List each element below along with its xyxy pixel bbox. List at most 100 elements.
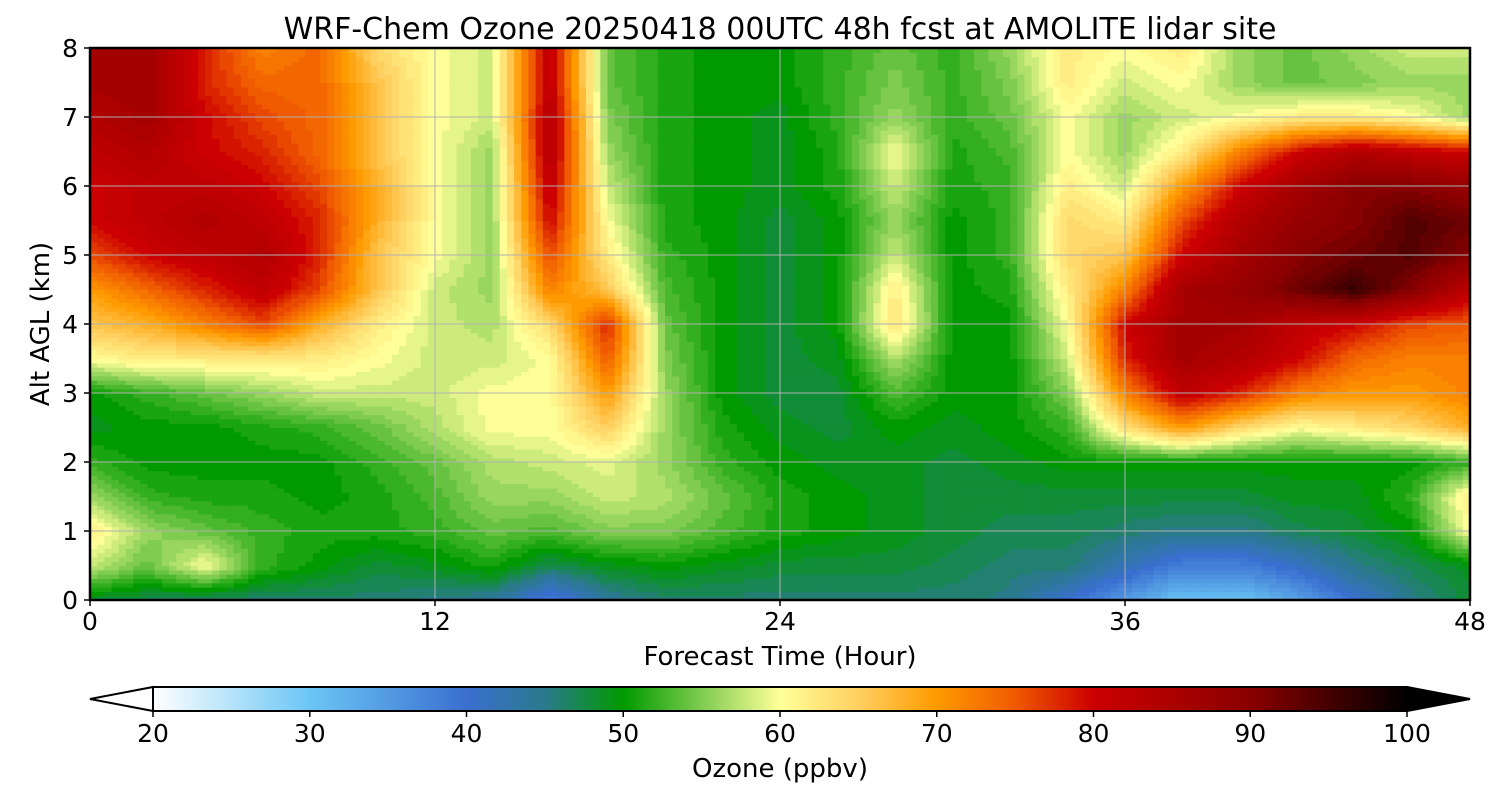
heatmap-cell	[866, 583, 874, 588]
heatmap-cell	[306, 553, 314, 558]
heatmap-cell	[205, 578, 213, 583]
heatmap-cell	[500, 535, 508, 540]
heatmap-cell	[363, 484, 371, 489]
heatmap-cell	[1377, 518, 1385, 523]
heatmap-cell	[615, 518, 623, 523]
heatmap-cell	[1032, 561, 1040, 566]
heatmap-cell	[1175, 591, 1183, 596]
heatmap-cell	[176, 471, 184, 476]
heatmap-cell	[1082, 501, 1090, 506]
heatmap-cell	[1118, 553, 1126, 558]
heatmap-cell	[1190, 544, 1198, 549]
heatmap-cell	[1355, 591, 1363, 596]
heatmap-cell	[126, 497, 134, 502]
heatmap-cell	[780, 518, 788, 523]
heatmap-cell	[1161, 587, 1169, 592]
heatmap-cell	[988, 514, 996, 519]
heatmap-cell	[636, 509, 644, 514]
heatmap-cell	[636, 497, 644, 502]
heatmap-cell	[1190, 566, 1198, 571]
heatmap-cell	[169, 514, 177, 519]
heatmap-cell	[744, 505, 752, 510]
heatmap-cell	[1154, 518, 1162, 523]
heatmap-cell	[500, 578, 508, 583]
heatmap-cell	[133, 479, 141, 484]
heatmap-cell	[104, 548, 112, 553]
heatmap-cell	[1010, 561, 1018, 566]
heatmap-cell	[370, 587, 378, 592]
heatmap-cell	[1456, 505, 1464, 510]
heatmap-cell	[270, 587, 278, 592]
heatmap-cell	[974, 587, 982, 592]
heatmap-cell	[169, 484, 177, 489]
heatmap-cell	[1053, 505, 1061, 510]
heatmap-cell	[737, 497, 745, 502]
heatmap-cell	[1348, 514, 1356, 519]
heatmap-cell	[248, 509, 256, 514]
heatmap-cell	[1262, 535, 1270, 540]
heatmap-cell	[572, 535, 580, 540]
heatmap-cell	[1319, 578, 1327, 583]
heatmap-cell	[255, 475, 263, 480]
heatmap-cell	[1319, 497, 1327, 502]
heatmap-cell	[449, 561, 457, 566]
heatmap-cell	[457, 578, 465, 583]
heatmap-cell	[1132, 570, 1140, 575]
heatmap-cell	[349, 570, 357, 575]
heatmap-cell	[902, 578, 910, 583]
heatmap-cell	[960, 501, 968, 506]
heatmap-cell	[399, 484, 407, 489]
heatmap-cell	[1032, 548, 1040, 553]
heatmap-cell	[1413, 591, 1421, 596]
heatmap-cell	[1111, 522, 1119, 527]
heatmap-cell	[1298, 566, 1306, 571]
heatmap-cell	[1060, 509, 1068, 514]
heatmap-cell	[816, 557, 824, 562]
heatmap-cell	[169, 561, 177, 566]
heatmap-cell	[1096, 583, 1104, 588]
heatmap-cell	[1413, 553, 1421, 558]
heatmap-cell	[859, 522, 867, 527]
heatmap-cell	[1269, 501, 1277, 506]
heatmap-cell	[1125, 522, 1133, 527]
heatmap-cell	[528, 566, 536, 571]
heatmap-cell	[320, 535, 328, 540]
heatmap-cell	[1427, 540, 1435, 545]
heatmap-cell	[112, 514, 120, 519]
heatmap-cell	[1125, 578, 1133, 583]
heatmap-cell	[758, 518, 766, 523]
heatmap-cell	[909, 535, 917, 540]
heatmap-cell	[981, 570, 989, 575]
heatmap-cell	[363, 553, 371, 558]
heatmap-cell	[1139, 587, 1147, 592]
heatmap-cell	[909, 570, 917, 575]
heatmap-cell	[751, 561, 759, 566]
heatmap-cell	[1183, 553, 1191, 558]
heatmap-cell	[392, 518, 400, 523]
heatmap-cell	[176, 591, 184, 596]
heatmap-cell	[873, 522, 881, 527]
heatmap-cell	[370, 484, 378, 489]
heatmap-cell	[334, 531, 342, 536]
heatmap-cell	[270, 561, 278, 566]
heatmap-cell	[413, 566, 421, 571]
heatmap-cell	[1427, 578, 1435, 583]
heatmap-cell	[751, 531, 759, 536]
heatmap-cell	[219, 561, 227, 566]
heatmap-cell	[392, 488, 400, 493]
heatmap-cell	[830, 540, 838, 545]
heatmap-cell	[1132, 591, 1140, 596]
heatmap-cell	[744, 578, 752, 583]
heatmap-cell	[557, 553, 565, 558]
heatmap-cell	[1413, 557, 1421, 562]
heatmap-cell	[270, 566, 278, 571]
heatmap-cell	[809, 535, 817, 540]
heatmap-cell	[1125, 587, 1133, 592]
heatmap-cell	[191, 591, 199, 596]
heatmap-cell	[169, 548, 177, 553]
heatmap-cell	[1355, 505, 1363, 510]
heatmap-cell	[104, 535, 112, 540]
heatmap-cell	[586, 514, 594, 519]
heatmap-cell	[464, 557, 472, 562]
heatmap-cell	[528, 514, 536, 519]
